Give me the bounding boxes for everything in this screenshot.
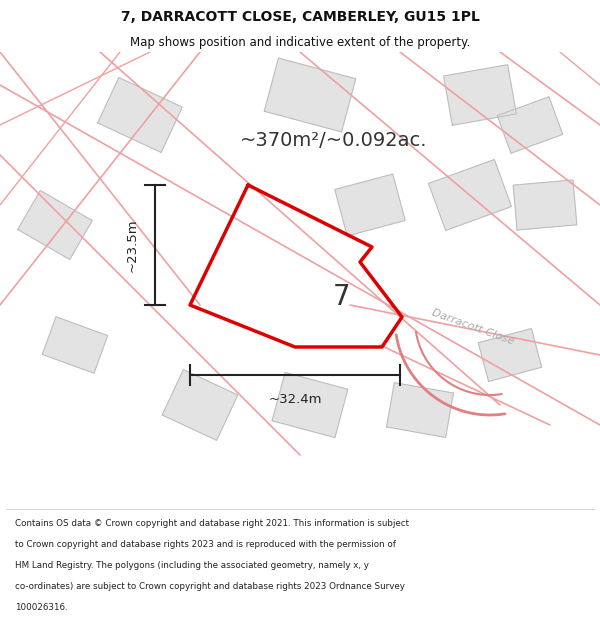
Polygon shape — [335, 174, 405, 236]
Polygon shape — [162, 369, 238, 441]
Polygon shape — [428, 159, 511, 231]
Text: to Crown copyright and database rights 2023 and is reproduced with the permissio: to Crown copyright and database rights 2… — [15, 541, 396, 549]
Polygon shape — [513, 180, 577, 230]
Polygon shape — [386, 382, 454, 438]
Text: Map shows position and indicative extent of the property.: Map shows position and indicative extent… — [130, 36, 470, 49]
Text: 7: 7 — [332, 283, 350, 311]
Polygon shape — [272, 372, 348, 438]
Text: Darracott Close: Darracott Close — [430, 308, 515, 347]
Polygon shape — [443, 65, 517, 125]
Polygon shape — [478, 329, 542, 381]
Polygon shape — [497, 97, 563, 153]
Polygon shape — [98, 78, 182, 152]
Text: HM Land Registry. The polygons (including the associated geometry, namely x, y: HM Land Registry. The polygons (includin… — [15, 561, 369, 571]
Text: ~32.4m: ~32.4m — [268, 393, 322, 406]
Polygon shape — [43, 317, 107, 373]
Text: Contains OS data © Crown copyright and database right 2021. This information is : Contains OS data © Crown copyright and d… — [15, 519, 409, 528]
Text: 7, DARRACOTT CLOSE, CAMBERLEY, GU15 1PL: 7, DARRACOTT CLOSE, CAMBERLEY, GU15 1PL — [121, 11, 479, 24]
Text: 100026316.: 100026316. — [15, 603, 68, 612]
Polygon shape — [264, 58, 356, 132]
Text: co-ordinates) are subject to Crown copyright and database rights 2023 Ordnance S: co-ordinates) are subject to Crown copyr… — [15, 582, 405, 591]
Polygon shape — [18, 191, 92, 259]
Text: ~370m²/~0.092ac.: ~370m²/~0.092ac. — [240, 131, 427, 149]
Text: ~23.5m: ~23.5m — [126, 218, 139, 272]
